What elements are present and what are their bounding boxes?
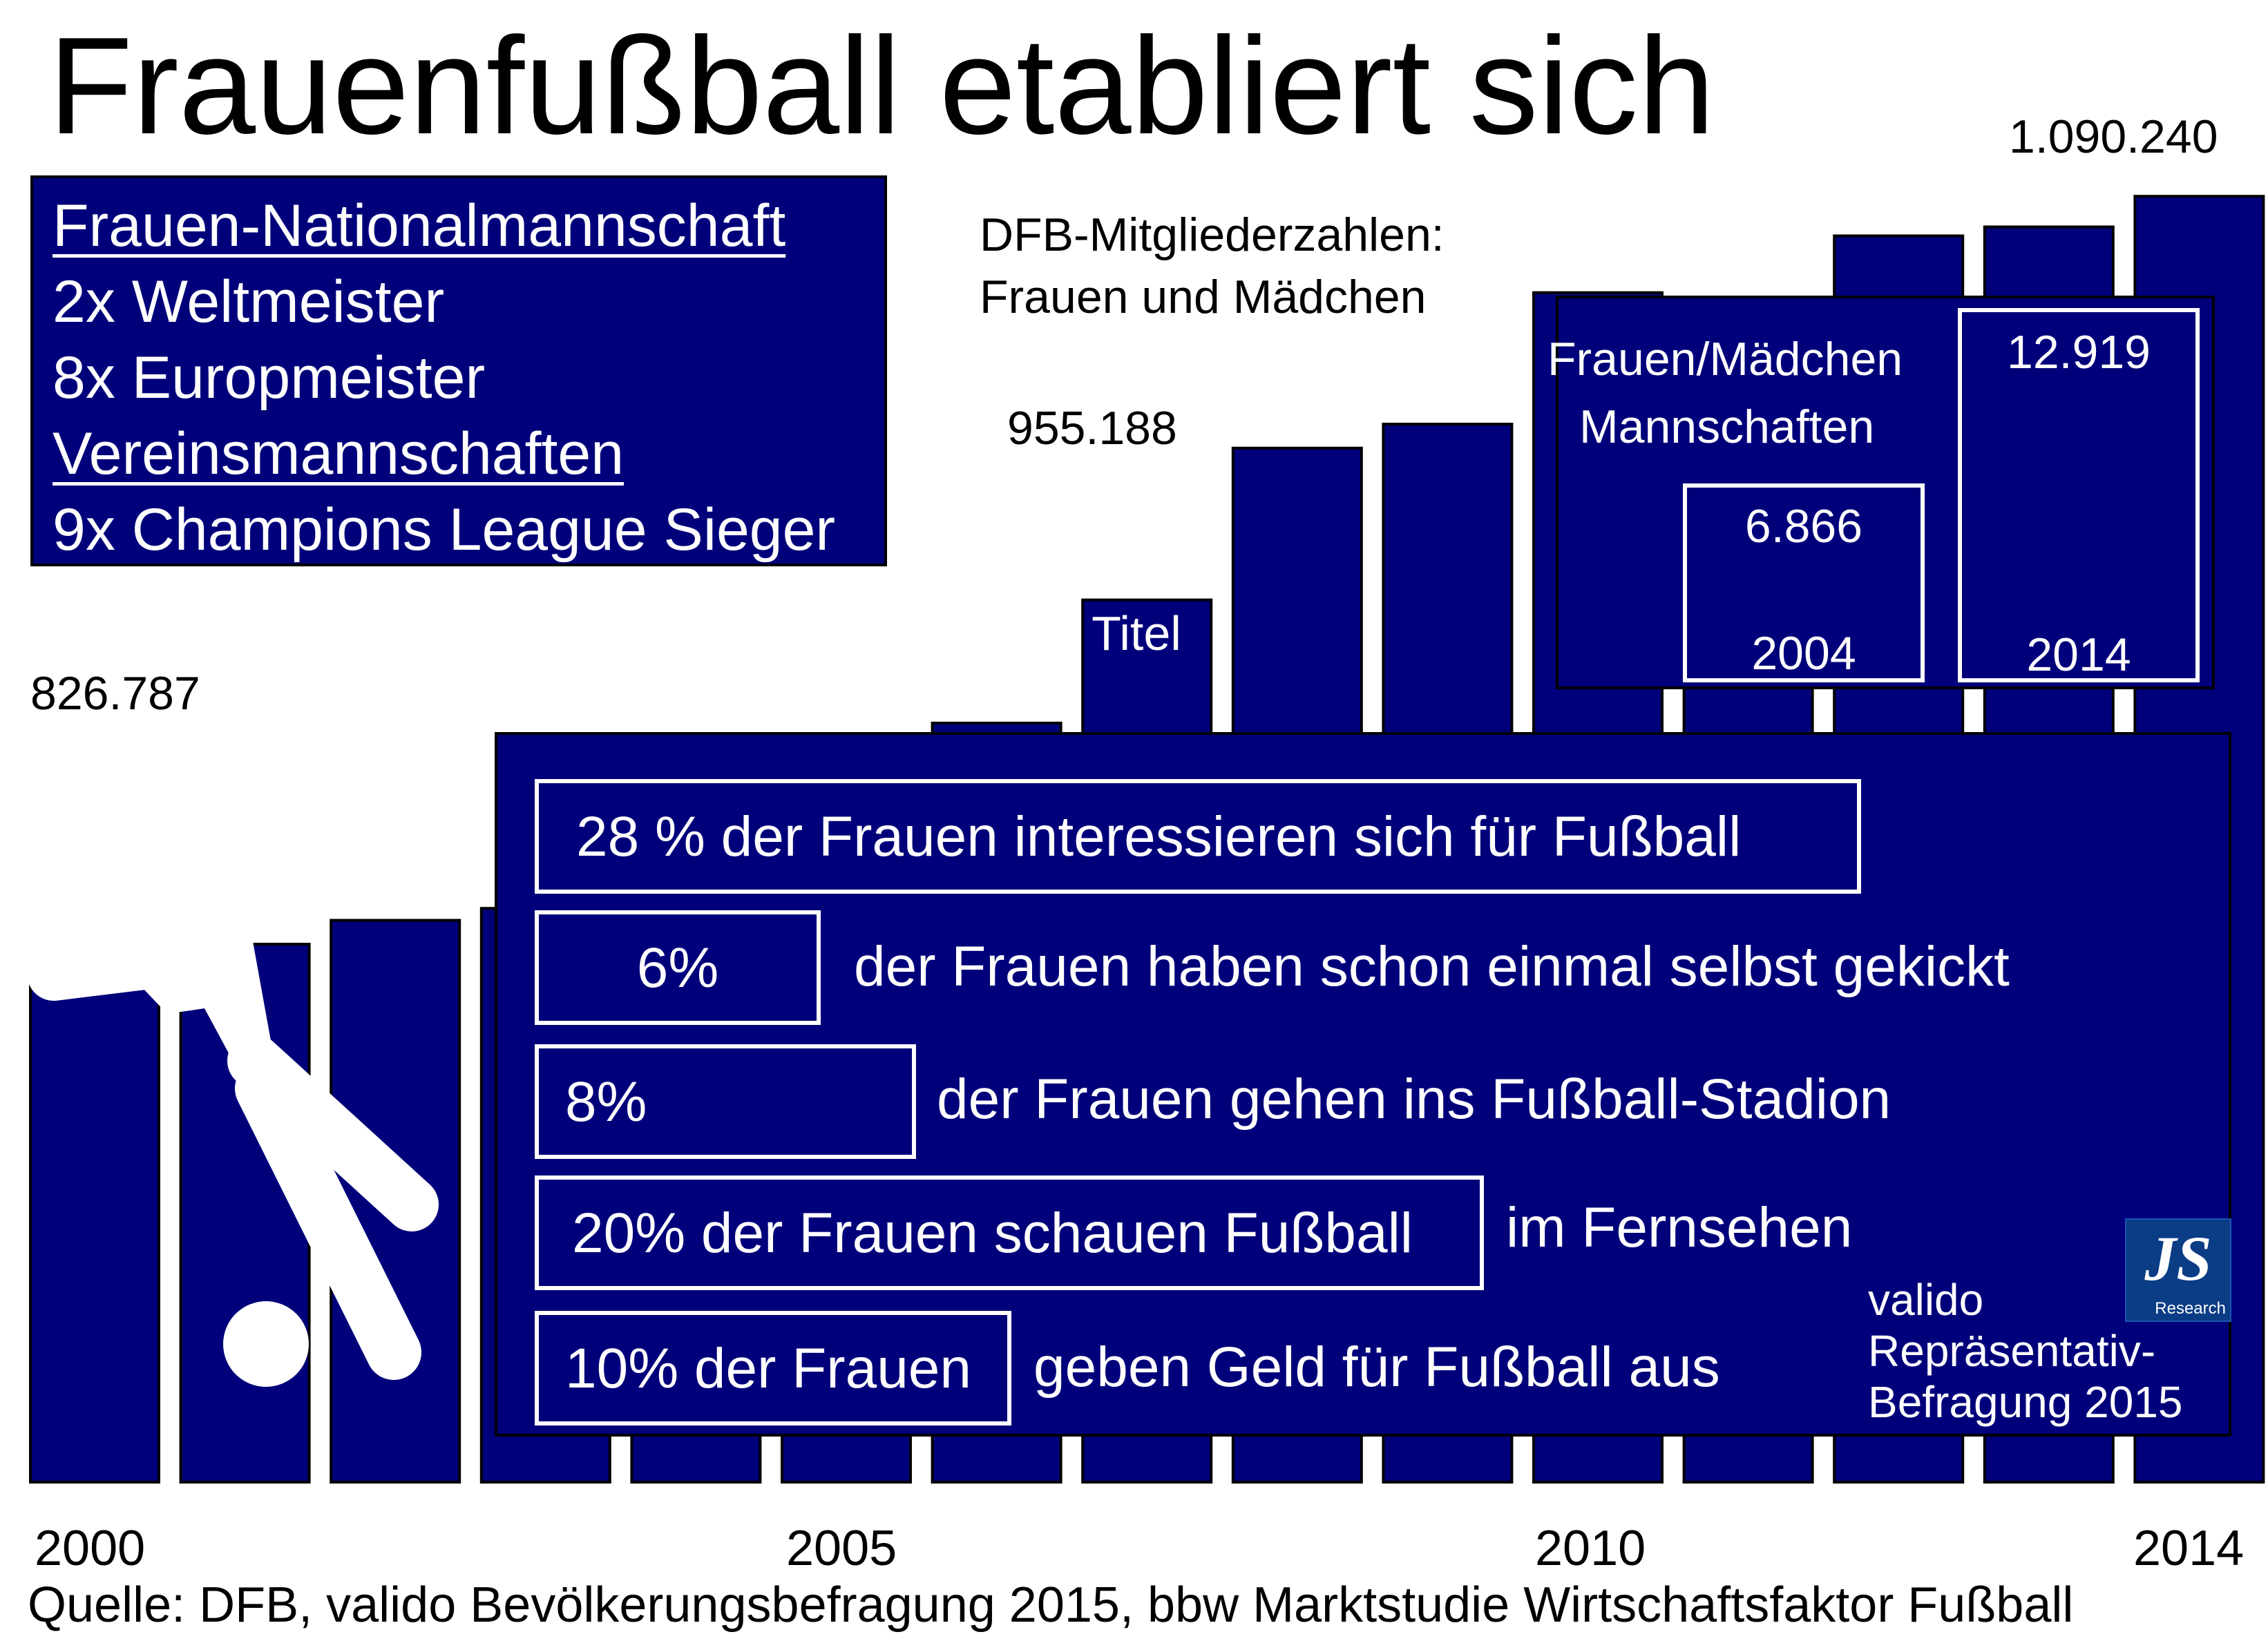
wm-note-wm: WM- [1085, 541, 1188, 595]
survey-statement-3-box: 8% [535, 1044, 916, 1159]
bar-value-label-2000: 826.787 [30, 667, 200, 720]
x-tick-label-2005: 2005 [786, 1521, 897, 1576]
survey-statement-2-text: der Frauen haben schon einmal selbst gek… [854, 935, 2010, 998]
survey-statement-4-text: im Fernsehen [1506, 1196, 1853, 1259]
teams-box-2014: 12.919 2014 [1958, 308, 2200, 682]
wm-note-year: 2007 [1083, 477, 1190, 530]
teams-count-2004: 6.866 [1744, 500, 1863, 553]
survey-statement-3-value: 8% [564, 1071, 647, 1133]
teams-count-2014: 12.919 [2007, 326, 2151, 378]
survey-credit-line-2: Repräsentativ- [1868, 1326, 2156, 1376]
survey-statement-2-value: 6% [636, 937, 719, 999]
survey-statement-3-text: der Frauen gehen ins Fußball-Stadion [937, 1068, 1891, 1131]
survey-statement-5-text: geben Geld für Fußball aus [1033, 1336, 1720, 1399]
survey-statement-4-value: 20% der Frauen schauen Fußball [572, 1202, 1413, 1265]
logo-letters: JS [2144, 1223, 2212, 1294]
survey-credit-line-1: valido [1868, 1275, 1984, 1325]
info-heading-national-team: Frauen-Nationalmannschaft [53, 193, 786, 259]
wm-title-note: 2007 WM- Titel [1078, 471, 1195, 666]
info-heading-clubs: Vereinsmannschaften [53, 421, 625, 487]
wm-note-title: Titel [1092, 606, 1181, 660]
page-title: Frauenfußball etabliert sich [48, 9, 1715, 163]
js-research-logo-icon: JS Research [2125, 1218, 2231, 1322]
teams-year-2014: 2014 [2026, 628, 2131, 681]
bar-value-label-2007: 955.188 [1007, 402, 1177, 454]
teams-title-line-1: Frauen/Mädchen [1547, 333, 1903, 385]
survey-credit-line-3: Befragung 2015 [1868, 1377, 2183, 1427]
bar-value-label-2014: 1.090.240 [2009, 111, 2218, 163]
national-team-info-box: Frauen-Nationalmannschaft 2x Weltmeister… [30, 175, 887, 566]
survey-statement-2-box: 6% [535, 910, 821, 1025]
source-note: Quelle: DFB, valido Bevölkerungsbefragun… [28, 1577, 2074, 1633]
info-euro-champion: 8x Europmeister [53, 345, 486, 411]
survey-statement-1: 28 % der Frauen interessieren sich für F… [576, 805, 1742, 868]
x-tick-label-2010: 2010 [1535, 1521, 1646, 1576]
bar-2000 [29, 982, 160, 1484]
teams-box-2004: 6.866 2004 [1683, 483, 1925, 682]
teams-title-line-2: Mannschaften [1579, 401, 1875, 453]
survey-statement-5-box: 10% der Frauen [535, 1311, 1011, 1426]
survey-statement-1-box: 28 % der Frauen interessieren sich für F… [535, 779, 1861, 894]
x-tick-label-2000: 2000 [35, 1521, 146, 1576]
teams-inset: Frauen/Mädchen Mannschaften 6.866 2004 1… [1547, 296, 2215, 689]
logo-subtitle: Research [2155, 1299, 2226, 1318]
teams-year-2004: 2004 [1751, 627, 1856, 680]
survey-panel: 28 % der Frauen interessieren sich für F… [495, 732, 2231, 1437]
survey-statement-5-value: 10% der Frauen [565, 1337, 972, 1400]
members-caption-line-2: Frauen und Mädchen [980, 271, 1427, 323]
info-champions-league: 9x Champions League Sieger [53, 497, 836, 563]
members-caption-line-1: DFB-Mitgliederzahlen: [980, 209, 1445, 261]
survey-statement-4-box: 20% der Frauen schauen Fußball [535, 1175, 1484, 1290]
x-tick-label-2014: 2014 [2133, 1521, 2245, 1576]
info-world-champion: 2x Weltmeister [53, 269, 445, 335]
